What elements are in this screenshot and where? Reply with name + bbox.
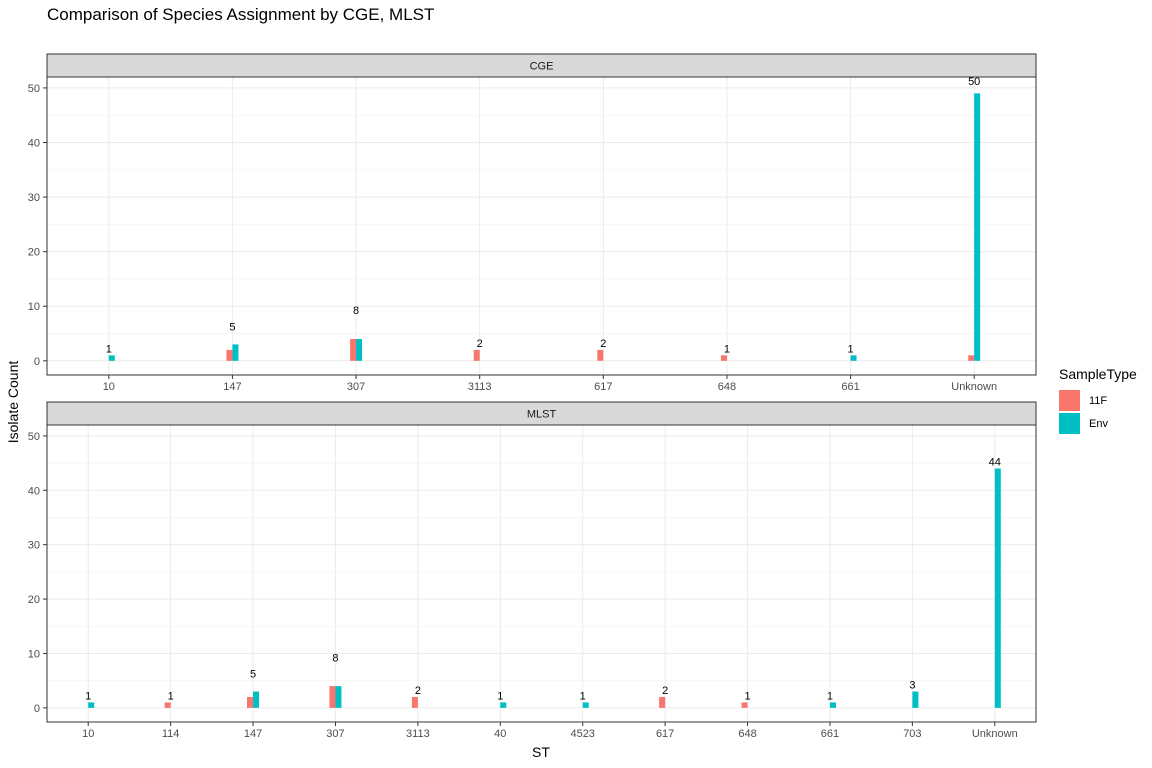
x-tick-label: 147: [244, 728, 262, 740]
panel-background: [47, 425, 1036, 722]
bar-11f-3113: [411, 696, 418, 708]
x-tick-label: 10: [82, 728, 94, 740]
panel-border: [46, 76, 1037, 376]
data-label: 1: [106, 343, 112, 355]
bar-11f-147: [247, 696, 254, 708]
data-label: 44: [989, 457, 1001, 469]
x-tick-label: 661: [821, 728, 839, 740]
x-tick-label: 147: [223, 381, 241, 393]
x-tick-label: 4523: [570, 728, 594, 740]
x-tick-label: 307: [347, 381, 365, 393]
y-tick-label: 40: [28, 137, 40, 149]
data-label: 1: [497, 690, 503, 702]
data-label: 1: [580, 690, 586, 702]
x-tick-label: 648: [738, 728, 756, 740]
data-label: 8: [332, 652, 338, 664]
data-label: 1: [848, 343, 854, 355]
data-label: 3: [909, 680, 915, 692]
facet-mlst: MLST 0 10 20 30 40 50 10 114 147 307 3113 40 4523 617 6…: [28, 401, 1037, 740]
legend: SampleType 11F Env: [1059, 366, 1137, 434]
bar-env-unknown: [974, 93, 981, 361]
x-tick-label: 307: [326, 728, 344, 740]
x-tick-label: 114: [162, 728, 180, 740]
chart-title: Comparison of Species Assignment by CGE,…: [47, 5, 434, 24]
x-tick-label: 648: [718, 381, 736, 393]
bar-11f-648: [741, 702, 748, 708]
y-tick-label: 30: [28, 192, 40, 204]
bar-env-307: [356, 338, 363, 361]
x-tick-label: 3113: [468, 381, 492, 393]
data-label: 8: [353, 305, 359, 317]
bar-11f-617: [597, 349, 604, 361]
data-label: 2: [415, 685, 421, 697]
bar-env-10: [88, 702, 95, 708]
legend-key-env: [1059, 413, 1080, 434]
panel-border: [46, 424, 1037, 723]
bar-env-661: [829, 702, 836, 708]
bar-env-147: [232, 344, 239, 361]
bar-env-unknown: [994, 468, 1001, 708]
data-label: 1: [168, 690, 174, 702]
data-label: 5: [250, 669, 256, 681]
data-label: 1: [827, 690, 833, 702]
facet-cge: CGE 0 10 20 30 40 50 10 147 307 3113 617 648 661 Unkno…: [28, 53, 1037, 393]
panel-background: [47, 77, 1036, 375]
bar-11f-3113: [473, 349, 480, 361]
bar-11f-307: [350, 338, 357, 361]
data-label: 2: [477, 338, 483, 350]
legend-label: Env: [1089, 418, 1108, 430]
y-tick-label: 20: [28, 247, 40, 259]
y-tick-label: 0: [34, 356, 40, 368]
y-tick-label: 50: [28, 83, 40, 95]
x-tick-label: 3113: [406, 728, 430, 740]
data-label: 1: [85, 690, 91, 702]
y-tick-label: 10: [28, 301, 40, 313]
x-tick-label: 617: [656, 728, 674, 740]
x-tick-label: 10: [103, 381, 115, 393]
y-tick-label: 30: [28, 540, 40, 552]
bar-env-40: [500, 702, 507, 708]
data-label: 2: [662, 685, 668, 697]
bar-env-703: [912, 691, 919, 708]
bar-11f-617: [659, 696, 666, 708]
data-label: 50: [968, 76, 980, 88]
bar-11f-648: [720, 355, 727, 361]
facet-strip-label: MLST: [527, 409, 557, 421]
bar-env-147: [253, 691, 260, 708]
bar-11f-147: [226, 349, 233, 361]
data-label: 1: [724, 343, 730, 355]
x-tick-label: 661: [841, 381, 859, 393]
bar-env-4523: [582, 702, 589, 708]
x-axis-title: ST: [532, 744, 550, 760]
data-label: 2: [600, 338, 606, 350]
data-label: 5: [229, 322, 235, 334]
y-tick-label: 40: [28, 485, 40, 497]
bar-11f-307: [329, 686, 336, 708]
facet-strip-label: CGE: [530, 61, 554, 73]
data-label: 1: [744, 690, 750, 702]
bar-env-661: [850, 355, 857, 361]
y-tick-label: 20: [28, 594, 40, 606]
legend-title: SampleType: [1059, 366, 1137, 382]
y-tick-label: 0: [34, 703, 40, 715]
x-tick-label: Unknown: [972, 728, 1018, 740]
x-tick-label: 703: [903, 728, 921, 740]
x-tick-label: 40: [494, 728, 506, 740]
bar-11f-unknown: [968, 355, 975, 361]
bar-env-307: [335, 686, 342, 708]
y-tick-label: 10: [28, 648, 40, 660]
bar-11f-114: [164, 702, 171, 708]
y-tick-label: 50: [28, 431, 40, 443]
x-tick-label: 617: [594, 381, 612, 393]
bar-env-10: [108, 355, 115, 361]
legend-label: 11F: [1089, 395, 1107, 407]
y-axis-title: Isolate Count: [5, 361, 21, 444]
x-tick-label: Unknown: [951, 381, 997, 393]
legend-key-11f: [1059, 390, 1080, 411]
